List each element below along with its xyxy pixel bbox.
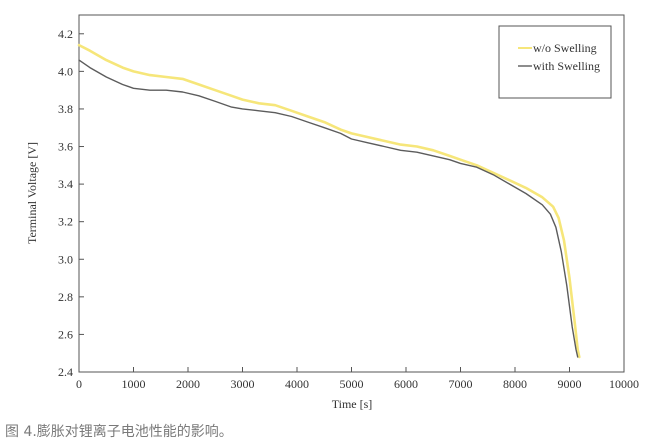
y-tick-label: 3.4: [58, 177, 73, 191]
x-tick-label: 10000: [609, 377, 639, 391]
y-tick-label: 2.4: [58, 365, 73, 379]
x-tick-label: 6000: [394, 377, 418, 391]
legend-box: [498, 25, 612, 99]
y-tick-label: 3.6: [58, 140, 73, 154]
x-axis: 0 1000 2000 3000 4000 5000 6000 7000 8000 9000 100…: [76, 367, 639, 391]
series-layer: [77, 43, 581, 359]
chart: 2.4 2.6 2.8 3.0 3.2 3.4 3.6 3.8 4.0 4.2 0 1000 2000…: [25, 14, 639, 411]
y-tick-label: 3.0: [58, 252, 73, 266]
line-chart: 2.4 2.6 2.8 3.0 3.2 3.4 3.6 3.8 4.0 4.2 0 1000 2000…: [25, 14, 639, 411]
x-axis-title: Time [s]: [332, 397, 373, 411]
y-tick-label: 2.6: [58, 327, 73, 341]
x-tick-label: 1000: [122, 377, 146, 391]
figure-caption: 图 4.膨胀对锂离子电池性能的影响。: [5, 424, 233, 440]
series-line-with-swelling: [78, 59, 579, 358]
y-axis: 2.4 2.6 2.8 3.0 3.2 3.4 3.6 3.8 4.0 4.2: [58, 27, 84, 379]
x-tick-label: 2000: [176, 377, 200, 391]
y-tick-label: 2.8: [58, 290, 73, 304]
x-tick-label: 9000: [558, 377, 582, 391]
y-tick-label: 4.0: [58, 64, 73, 78]
legend-label-with-swelling: with Swelling: [533, 59, 600, 73]
y-tick-label: 3.8: [58, 102, 73, 116]
x-tick-label: 8000: [503, 377, 527, 391]
x-tick-label: 0: [76, 377, 82, 391]
y-axis-title: Terminal Voltage [V]: [25, 142, 39, 244]
y-tick-label: 3.2: [58, 215, 73, 229]
x-tick-label: 3000: [231, 377, 255, 391]
x-tick-label: 4000: [285, 377, 309, 391]
x-tick-label: 7000: [449, 377, 473, 391]
y-tick-label: 4.2: [58, 27, 73, 41]
legend-label-wo-swelling: w/o Swelling: [533, 41, 597, 55]
series-line-wo-swelling: [77, 43, 581, 359]
legend: w/o Swelling with Swelling: [498, 25, 612, 99]
x-tick-label: 5000: [340, 377, 364, 391]
